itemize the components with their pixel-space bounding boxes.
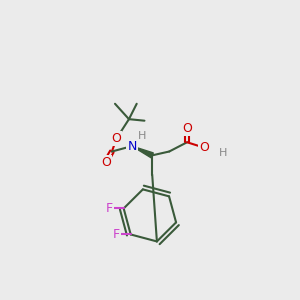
Text: O: O — [182, 122, 192, 135]
Text: H: H — [138, 131, 146, 141]
Text: O: O — [199, 141, 209, 154]
Text: O: O — [112, 132, 122, 145]
Polygon shape — [132, 146, 153, 158]
Text: O: O — [101, 156, 111, 169]
Text: F: F — [106, 202, 113, 215]
Text: N: N — [128, 140, 137, 153]
Text: F: F — [113, 228, 120, 241]
Text: H: H — [219, 148, 228, 158]
